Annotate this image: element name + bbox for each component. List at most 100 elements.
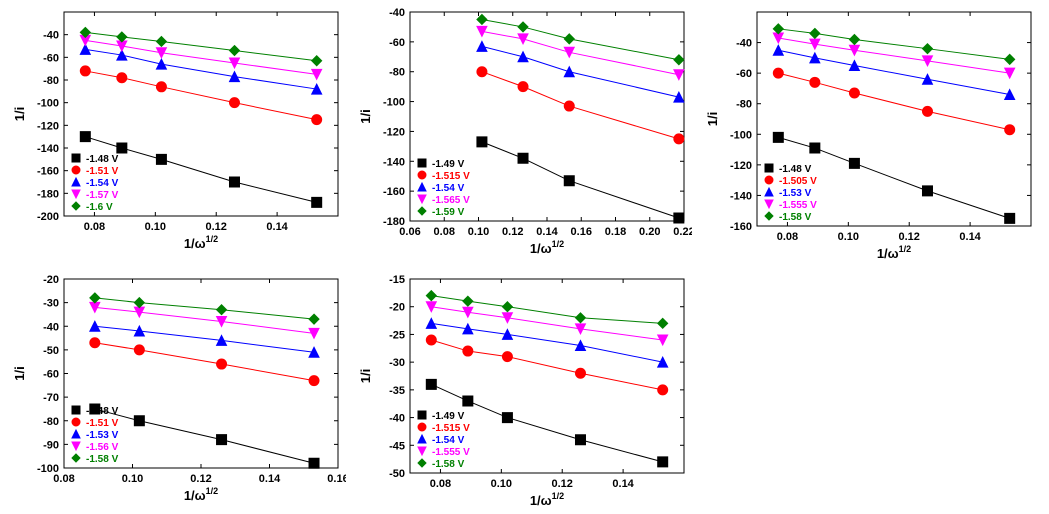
legend: -1.49 V-1.515 V-1.54 V-1.565 V-1.59 V [418, 159, 470, 218]
x-tick-label: 0.10 [837, 231, 858, 243]
x-tick-label: 0.12 [552, 478, 573, 490]
marker-s4 [810, 39, 820, 49]
y-tick-label: -20 [43, 274, 59, 286]
marker-s5 [463, 296, 473, 306]
x-tick-label: 0.14 [537, 226, 559, 238]
x-axis-label: 1/ω1/2 [530, 491, 564, 508]
legend-marker-s4 [765, 200, 773, 208]
y-tick-label: -40 [736, 38, 752, 50]
legend-label-s4: -1.555 V [779, 200, 817, 211]
marker-s3 [312, 84, 322, 94]
panel-E: 0.080.100.120.14-50-45-40-35-30-25-20-15… [356, 273, 692, 514]
x-axis-label: 1/ω1/2 [876, 244, 910, 261]
panel-B: 0.060.080.100.120.140.160.180.200.22-180… [356, 6, 692, 267]
marker-s5 [229, 46, 239, 56]
x-tick-label: 0.12 [190, 473, 211, 485]
legend-label-s2: -1.505 V [779, 176, 817, 187]
y-tick-label: -25 [389, 329, 405, 341]
marker-s2 [312, 115, 322, 125]
legend-label-s4: -1.565 V [432, 195, 470, 206]
marker-s2 [922, 106, 932, 116]
marker-s2 [229, 98, 239, 108]
legend-label-s2: -1.515 V [432, 171, 470, 182]
marker-s1 [312, 197, 322, 207]
marker-s5 [1004, 54, 1014, 64]
x-tick-label: 0.12 [206, 221, 227, 233]
y-tick-label: -40 [43, 30, 59, 42]
marker-s1 [477, 137, 487, 147]
y-tick-label: -20 [389, 302, 405, 314]
marker-s4 [922, 56, 932, 66]
legend-label-s1: -1.49 V [432, 159, 465, 170]
y-tick-label: -35 [389, 385, 405, 397]
x-tick-label: 0.14 [959, 231, 981, 243]
marker-s1 [156, 154, 166, 164]
x-tick-label: 0.16 [327, 473, 346, 485]
panel-empty [703, 273, 1039, 514]
marker-s2 [80, 66, 90, 76]
marker-s2 [427, 335, 437, 345]
marker-s2 [134, 345, 144, 355]
marker-s5 [217, 305, 227, 315]
y-tick-label: -15 [389, 274, 405, 286]
marker-s2 [674, 134, 684, 144]
legend-marker-s3 [765, 188, 773, 196]
x-tick-label: 0.10 [491, 478, 512, 490]
x-tick-label: 0.08 [84, 221, 105, 233]
y-tick-label: -100 [730, 129, 752, 141]
legend-label-s5: -1.58 V [779, 212, 812, 223]
legend-marker-s1 [418, 159, 426, 167]
legend-marker-s2 [72, 166, 80, 174]
panel-D: 0.080.100.120.140.16-100-90-80-70-60-50-… [10, 273, 346, 514]
marker-s1 [518, 153, 528, 163]
marker-s4 [477, 26, 487, 36]
marker-s3 [1004, 90, 1014, 100]
marker-s3 [658, 357, 668, 367]
legend-label-s3: -1.54 V [86, 178, 119, 189]
y-tick-label: -180 [37, 188, 59, 200]
x-tick-label: 0.08 [434, 226, 455, 238]
marker-s2 [518, 82, 528, 92]
marker-s3 [565, 67, 575, 77]
series-line-s1 [482, 142, 679, 218]
marker-s3 [922, 74, 932, 84]
y-tick-label: -50 [43, 345, 59, 357]
marker-s2 [217, 359, 227, 369]
marker-s2 [1004, 125, 1014, 135]
legend-label-s2: -1.515 V [432, 423, 470, 434]
marker-s5 [922, 44, 932, 54]
legend-label-s2: -1.51 V [86, 166, 119, 177]
marker-s5 [427, 291, 437, 301]
marker-s1 [674, 213, 684, 223]
marker-s2 [309, 376, 319, 386]
marker-s2 [576, 368, 586, 378]
legend: -1.48 V-1.505 V-1.53 V-1.555 V-1.58 V [765, 164, 817, 223]
y-tick-label: -60 [736, 68, 752, 80]
legend: -1.49 V-1.515 V-1.54 V-1.555 V-1.58 V [418, 411, 470, 470]
y-tick-label: -100 [383, 97, 405, 109]
legend-label-s1: -1.49 V [432, 411, 465, 422]
x-tick-label: 0.20 [639, 226, 660, 238]
legend-marker-s5 [418, 207, 426, 215]
x-tick-label: 0.14 [259, 473, 281, 485]
y-tick-label: -160 [37, 166, 59, 178]
marker-s4 [849, 45, 859, 55]
y-tick-label: -180 [383, 216, 405, 228]
marker-s1 [134, 416, 144, 426]
legend-marker-s4 [72, 442, 80, 450]
y-tick-label: -160 [383, 186, 405, 198]
y-tick-label: -30 [43, 298, 59, 310]
marker-s2 [463, 346, 473, 356]
legend-label-s4: -1.56 V [86, 442, 119, 453]
legend-label-s4: -1.555 V [432, 447, 470, 458]
marker-s5 [503, 302, 513, 312]
legend-label-s5: -1.6 V [86, 202, 113, 213]
legend-marker-s4 [418, 447, 426, 455]
y-tick-label: -120 [37, 120, 59, 132]
y-axis-label: 1/i [358, 109, 373, 123]
figure-grid: 0.080.100.120.14-200-180-160-140-120-100… [0, 0, 1049, 510]
x-axis-label: 1/ω1/2 [530, 239, 564, 256]
legend-marker-s5 [765, 212, 773, 220]
x-tick-label: 0.12 [502, 226, 523, 238]
marker-s1 [463, 396, 473, 406]
